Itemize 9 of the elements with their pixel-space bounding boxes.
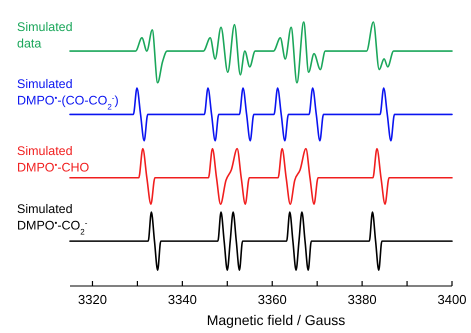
series-label: Simulated DMPO$^{•}$-(CO-CO$_{2}$$^{-}$) — [17, 77, 119, 111]
series-label: Simulated DMPO$^{•}$-CHO — [17, 144, 90, 174]
x-tick-label: 3400 — [438, 292, 466, 307]
x-tick-label: 3360 — [258, 292, 287, 307]
x-tick-label: 3380 — [348, 292, 377, 307]
x-axis-title: Magnetic field / Gauss — [206, 312, 346, 328]
x-tick-label: 3320 — [78, 292, 107, 307]
series-label: Simulated data — [17, 20, 73, 50]
x-tick-label: 3340 — [168, 292, 197, 307]
